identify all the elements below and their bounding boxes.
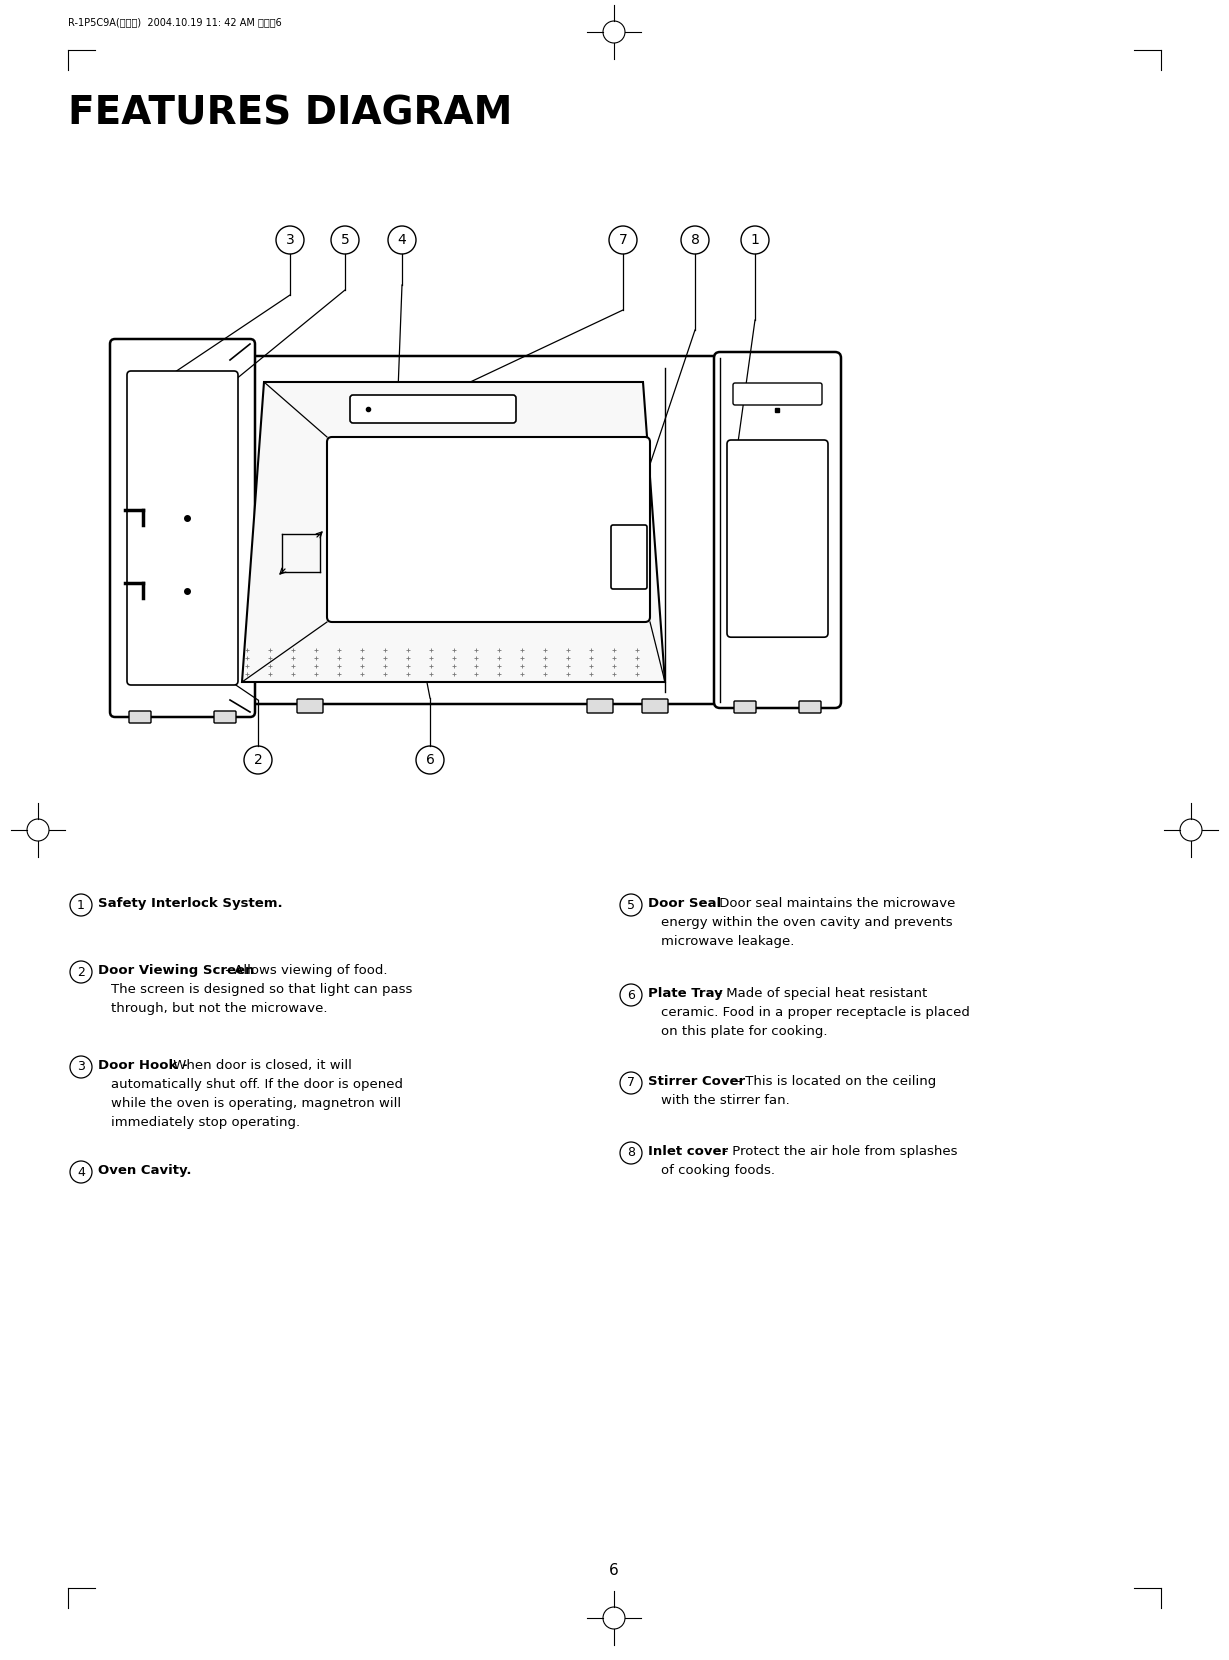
Text: Safety Interlock System.: Safety Interlock System.: [98, 896, 283, 910]
Text: FEATURES DIAGRAM: FEATURES DIAGRAM: [68, 95, 512, 133]
FancyBboxPatch shape: [327, 437, 650, 622]
FancyBboxPatch shape: [111, 339, 254, 717]
Text: Stirrer Cover: Stirrer Cover: [648, 1076, 745, 1087]
Text: 7: 7: [627, 1076, 635, 1089]
Text: - Door seal maintains the microwave: - Door seal maintains the microwave: [707, 896, 955, 910]
Text: immediately stop operating.: immediately stop operating.: [111, 1116, 300, 1129]
Text: automatically shut off. If the door is opened: automatically shut off. If the door is o…: [111, 1077, 403, 1091]
Text: 3: 3: [285, 232, 295, 247]
Text: - Protect the air hole from splashes: - Protect the air hole from splashes: [719, 1145, 957, 1159]
FancyBboxPatch shape: [728, 440, 828, 637]
Text: 5: 5: [340, 232, 349, 247]
Text: Plate Tray: Plate Tray: [648, 988, 723, 999]
Text: 7: 7: [618, 232, 627, 247]
Polygon shape: [242, 382, 665, 682]
Text: Door Seal: Door Seal: [648, 896, 721, 910]
Text: microwave leakage.: microwave leakage.: [661, 935, 794, 948]
Text: 6: 6: [627, 988, 635, 1001]
Text: 3: 3: [77, 1061, 85, 1074]
Text: Door Viewing Screen: Door Viewing Screen: [98, 964, 254, 978]
FancyBboxPatch shape: [587, 699, 613, 714]
Text: 2: 2: [77, 966, 85, 978]
Text: energy within the oven cavity and prevents: energy within the oven cavity and preven…: [661, 916, 952, 930]
Text: on this plate for cooking.: on this plate for cooking.: [661, 1024, 827, 1038]
Text: 6: 6: [610, 1562, 619, 1577]
Text: - This is located on the ceiling: - This is located on the ceiling: [732, 1076, 936, 1087]
Text: 5: 5: [627, 898, 635, 911]
Text: 8: 8: [627, 1147, 635, 1159]
Text: 8: 8: [691, 232, 699, 247]
Text: with the stirrer fan.: with the stirrer fan.: [661, 1094, 790, 1107]
Text: Inlet cover: Inlet cover: [648, 1145, 728, 1159]
Text: 6: 6: [425, 754, 434, 767]
Text: When door is closed, it will: When door is closed, it will: [170, 1059, 351, 1072]
FancyBboxPatch shape: [734, 701, 756, 714]
FancyBboxPatch shape: [297, 699, 323, 714]
FancyBboxPatch shape: [642, 699, 669, 714]
FancyBboxPatch shape: [350, 395, 516, 423]
Text: Oven Cavity.: Oven Cavity.: [98, 1164, 192, 1177]
FancyBboxPatch shape: [611, 525, 646, 589]
Text: while the oven is operating, magnetron will: while the oven is operating, magnetron w…: [111, 1097, 401, 1111]
Text: 4: 4: [77, 1165, 85, 1179]
Text: of cooking foods.: of cooking foods.: [661, 1164, 775, 1177]
FancyBboxPatch shape: [127, 370, 238, 686]
Text: Door Hook -: Door Hook -: [98, 1059, 188, 1072]
Text: 1: 1: [751, 232, 760, 247]
FancyBboxPatch shape: [226, 355, 724, 704]
Text: - Allows viewing of food.: - Allows viewing of food.: [221, 964, 387, 978]
Text: The screen is designed so that light can pass: The screen is designed so that light can…: [111, 983, 413, 996]
FancyBboxPatch shape: [214, 710, 236, 724]
FancyBboxPatch shape: [714, 352, 841, 709]
Text: R-1P5C9A(영기번)  2004.10.19 11: 42 AM 페이지6: R-1P5C9A(영기번) 2004.10.19 11: 42 AM 페이지6: [68, 17, 281, 27]
FancyBboxPatch shape: [732, 383, 822, 405]
Text: - Made of special heat resistant: - Made of special heat resistant: [713, 988, 927, 999]
Text: ceramic. Food in a proper receptacle is placed: ceramic. Food in a proper receptacle is …: [661, 1006, 970, 1019]
Text: through, but not the microwave.: through, but not the microwave.: [111, 1003, 327, 1014]
Text: 1: 1: [77, 898, 85, 911]
FancyBboxPatch shape: [129, 710, 151, 724]
FancyBboxPatch shape: [799, 701, 821, 714]
Text: 2: 2: [253, 754, 262, 767]
Text: 4: 4: [398, 232, 407, 247]
